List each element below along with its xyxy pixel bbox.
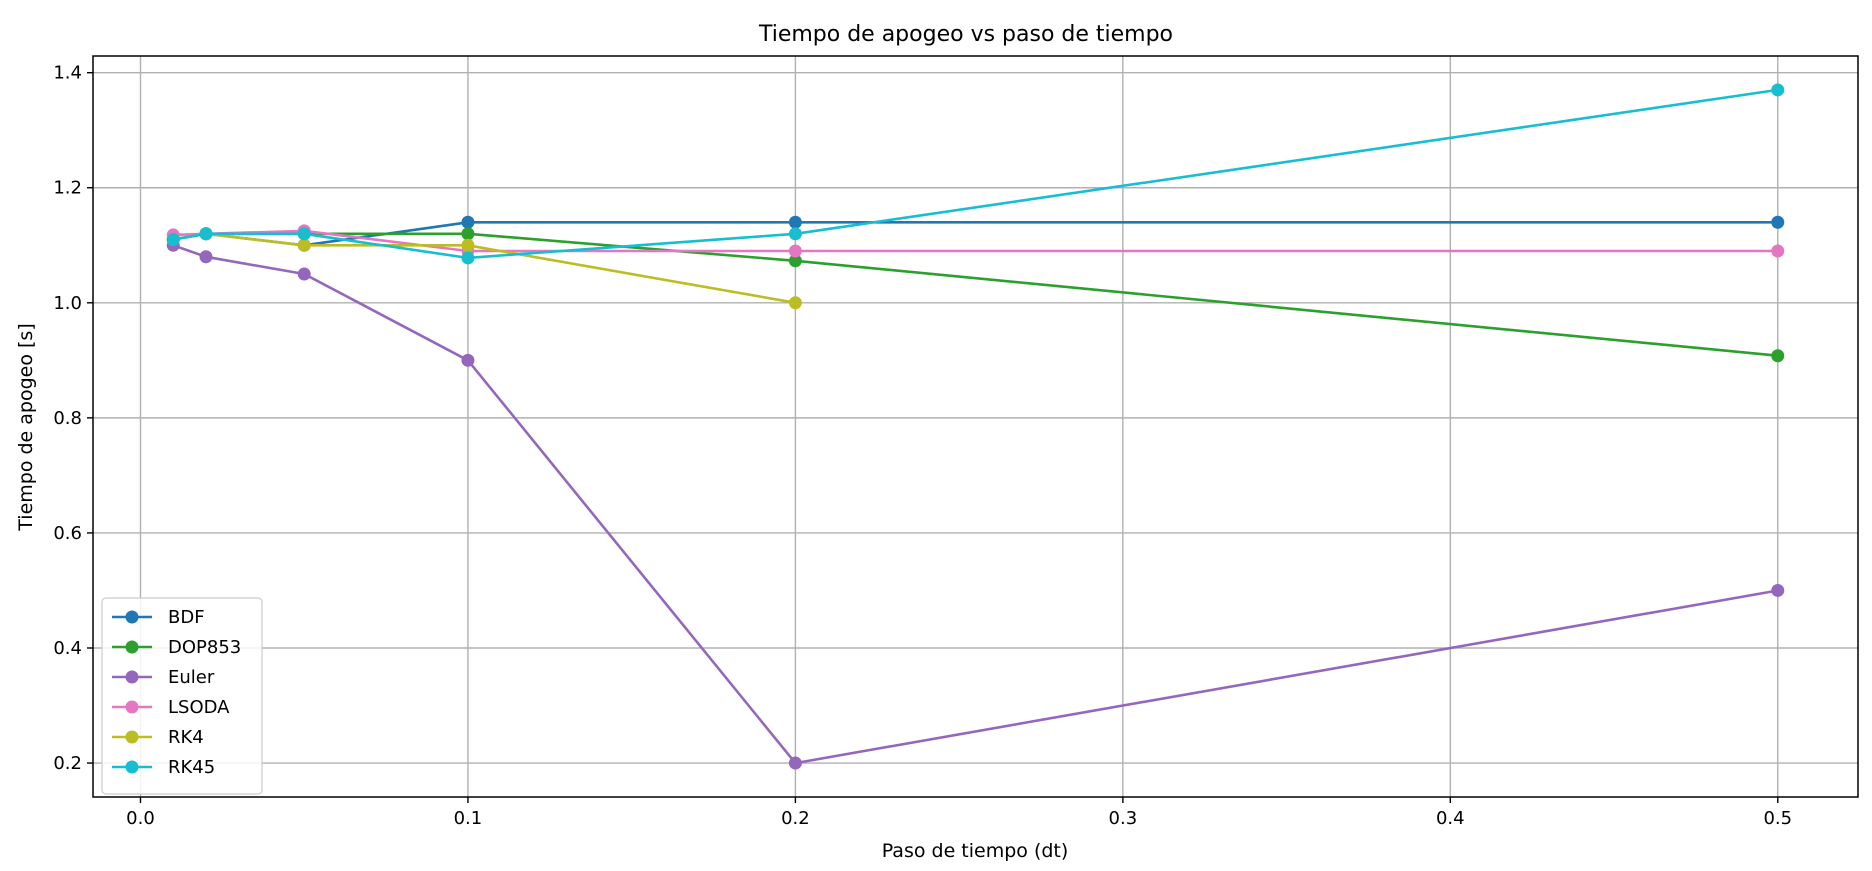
data-point-rk45	[199, 227, 213, 241]
legend-item: RK45	[112, 757, 215, 778]
legend-label: DOP853	[168, 637, 241, 658]
data-point-rk45	[788, 227, 802, 241]
legend-marker	[125, 700, 139, 714]
data-point-bdf	[1771, 215, 1785, 229]
legend-marker	[125, 760, 139, 774]
x-tick-label: 0.1	[454, 808, 483, 829]
plot-frame	[92, 55, 1859, 798]
data-point-lsoda	[1771, 244, 1785, 258]
series-line-euler	[172, 244, 1779, 765]
data-point-euler	[788, 756, 802, 770]
data-point-bdf	[461, 215, 475, 229]
y-tick-label: 1.0	[53, 293, 82, 314]
y-tick-label: 0.2	[53, 753, 82, 774]
x-tick-label: 0.4	[1436, 808, 1465, 829]
y-tick-label: 1.2	[53, 178, 82, 199]
x-tick-label: 0.2	[781, 808, 810, 829]
y-tick-label: 0.8	[53, 408, 82, 429]
series-dop853	[166, 227, 1785, 363]
legend-label: Euler	[168, 667, 215, 688]
y-tick-label: 0.4	[53, 638, 82, 659]
data-point-rk45	[461, 251, 475, 265]
legend-marker	[125, 670, 139, 684]
y-axis-label: Tiempo de apogeo [s]	[15, 323, 37, 531]
data-point-rk4	[297, 238, 311, 252]
series-rk45	[166, 83, 1785, 265]
legend-item: DOP853	[112, 637, 241, 658]
x-tick-label: 0.0	[126, 808, 155, 829]
legend-marker	[125, 640, 139, 654]
data-point-rk45	[297, 227, 311, 241]
data-point-lsoda	[788, 244, 802, 258]
legend-marker	[125, 730, 139, 744]
x-axis-label: Paso de tiempo (dt)	[882, 840, 1069, 862]
data-point-euler	[199, 250, 213, 264]
data-point-dop853	[788, 254, 802, 268]
legend-label: RK4	[168, 727, 204, 748]
legend-label: LSODA	[168, 697, 230, 718]
grid-lines	[93, 56, 1858, 797]
data-point-rk4	[788, 296, 802, 310]
legend: BDF DOP853 Euler LSODA RK4 RK45	[101, 597, 263, 795]
y-tick-label: 0.6	[53, 523, 82, 544]
data-point-euler	[461, 353, 475, 367]
chart-title: Tiempo de apogeo vs paso de tiempo	[758, 22, 1173, 47]
data-point-dop853	[461, 227, 475, 241]
data-point-dop853	[1771, 349, 1785, 363]
y-tick-label: 1.4	[53, 63, 82, 84]
data-point-euler	[297, 267, 311, 281]
series-euler	[166, 238, 1785, 770]
data-point-euler	[1771, 583, 1785, 597]
x-tick-label: 0.5	[1763, 808, 1792, 829]
legend-item: Euler	[112, 667, 215, 688]
axis-ticks: 0.0 0.1 0.2 0.3 0.4 0.5 0.2 0.4 0.6 0.8 1.0 1.2 1.4	[53, 63, 1792, 829]
x-tick-label: 0.3	[1109, 808, 1138, 829]
legend-item: LSODA	[112, 697, 230, 718]
legend-label: RK45	[168, 757, 215, 778]
legend-item: RK4	[112, 727, 204, 748]
data-point-rk45	[166, 233, 180, 247]
data-series	[166, 83, 1785, 770]
data-point-bdf	[788, 215, 802, 229]
data-point-rk45	[1771, 83, 1785, 97]
legend-marker	[125, 610, 139, 624]
legend-label: BDF	[168, 607, 205, 628]
legend-item: BDF	[112, 607, 205, 628]
data-point-rk4	[461, 238, 475, 252]
